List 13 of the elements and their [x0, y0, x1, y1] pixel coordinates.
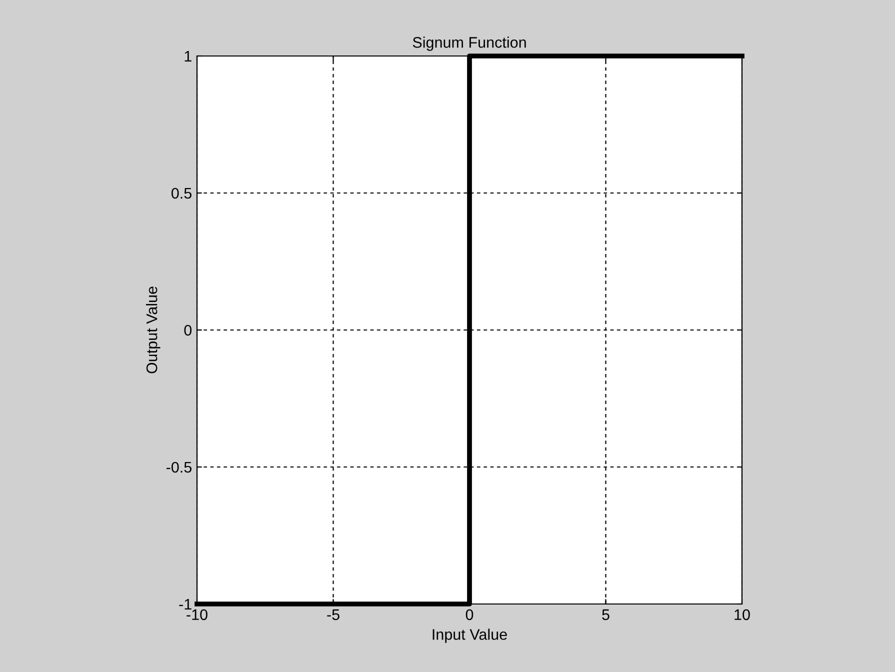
y-tick-label: -0.5 — [166, 462, 192, 473]
y-tick-label: -1 — [179, 599, 192, 610]
y-axis-title: Output Value — [146, 286, 160, 374]
x-tick-label: -5 — [327, 609, 340, 620]
x-tick-label: 0 — [466, 609, 474, 620]
chart-title: Signum Function — [412, 36, 526, 51]
y-tick-label: 0 — [184, 324, 192, 336]
y-tick-label: 0.5 — [172, 188, 192, 199]
y-tick-label: 1 — [184, 51, 192, 62]
x-axis-title: Input Value — [432, 628, 507, 643]
x-tick-label: 10 — [734, 609, 750, 620]
x-tick-label: -10 — [186, 609, 208, 620]
x-tick-label: 5 — [602, 609, 610, 620]
